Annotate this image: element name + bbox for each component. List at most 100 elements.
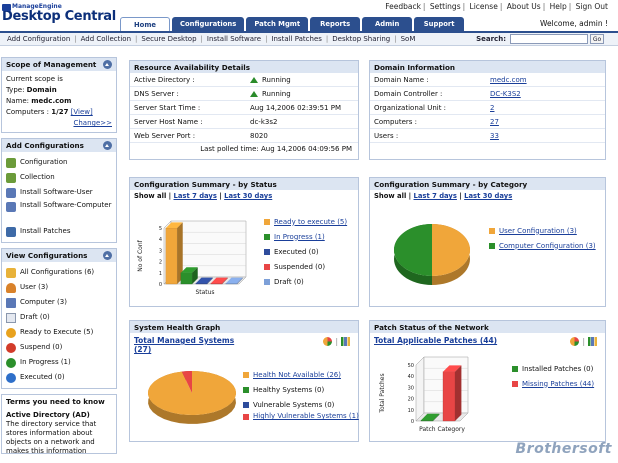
add-config-item-collection[interactable]: Collection [6, 170, 112, 185]
add-config-item-install-software-computer[interactable]: Install Software-Computer [6, 200, 112, 224]
ou-count-link[interactable]: 2 [490, 103, 495, 112]
total-applicable-patches-link[interactable]: Total Applicable Patches (44) [374, 336, 498, 345]
quick-link-desktop-sharing[interactable]: Desktop Sharing [332, 35, 391, 43]
tab-patch-mgmt[interactable]: Patch Mgmt [246, 17, 309, 31]
view-config-executed[interactable]: Executed (0) [6, 370, 112, 385]
view-config-in-progress[interactable]: In Progress (1) [6, 355, 112, 370]
period-filter: Show all | Last 7 days | Last 30 days [374, 192, 513, 200]
top-link-about[interactable]: About Us [506, 2, 541, 11]
tab-configurations[interactable]: Configurations [172, 17, 245, 31]
domain-name-link[interactable]: medc.com [490, 75, 527, 84]
legend-executed: Executed (0) [274, 247, 319, 256]
last-7-days-link[interactable]: Last 7 days [173, 192, 217, 200]
view-config-computer[interactable]: Computer (3) [6, 295, 112, 310]
collapse-icon[interactable] [103, 60, 112, 69]
quick-link-add-configuration[interactable]: Add Configuration [7, 35, 71, 43]
tab-home[interactable]: Home [120, 17, 170, 31]
status-bar-chart: 0 1 2 3 4 5 Status No of Conf [137, 220, 247, 296]
legend-missing-patches[interactable]: Missing Patches (44) [522, 379, 595, 388]
top-link-feedback[interactable]: Feedback [385, 2, 421, 11]
pie-chart-icon[interactable] [323, 337, 333, 346]
bar-chart-icon[interactable] [341, 337, 350, 346]
domain-key: Domain Controller : [374, 89, 443, 98]
term-definition: The directory service that stores inform… [6, 420, 97, 454]
bar-side-5 [237, 277, 243, 284]
last-7-days-link[interactable]: Last 7 days [413, 192, 457, 200]
legend-user-configuration[interactable]: User Configuration (3) [499, 226, 577, 235]
top-link-license[interactable]: License [469, 2, 498, 11]
search-input[interactable] [510, 34, 588, 44]
quick-link-som[interactable]: SoM [400, 35, 416, 43]
sidebar-item-label: Configuration [20, 158, 68, 166]
draft-icon [6, 312, 16, 323]
view-config-draft[interactable]: Draft (0) [6, 310, 112, 325]
product-logo[interactable]: ManageEngine Desktop Central [2, 3, 116, 24]
computers-count-link[interactable]: 27 [490, 117, 499, 126]
search-label: Search: [476, 35, 506, 43]
view-config-all[interactable]: All Configurations (6) [6, 265, 112, 280]
scope-computers-label: Computers : [6, 108, 50, 116]
legend-ready[interactable]: Ready to execute (5) [274, 217, 348, 226]
view-config-suspend[interactable]: Suspend (0) [6, 340, 112, 355]
view-config-user[interactable]: User (3) [6, 280, 112, 295]
sidebar-item-label: Draft (0) [20, 313, 50, 321]
bar-chart-icon[interactable] [588, 337, 597, 346]
legend-healthy: Healthy Systems (0) [253, 385, 325, 394]
last-30-days-link[interactable]: Last 30 days [464, 192, 513, 200]
scope-title: Scope of Management [6, 60, 97, 69]
resource-title: Resource Availability Details [130, 61, 358, 73]
search-area: Search: Go [476, 34, 604, 44]
computer-icon [6, 297, 16, 308]
y-axis-label: Total Patches [379, 373, 386, 413]
quick-link-secure-desktop[interactable]: Secure Desktop [141, 35, 197, 43]
y-tick-label: 20 [408, 397, 414, 403]
add-config-item-install-patches[interactable]: Install Patches [6, 224, 112, 239]
quick-link-install-patches[interactable]: Install Patches [271, 35, 322, 43]
legend-swatch [264, 233, 270, 240]
legend-in-progress[interactable]: In Progress (1) [274, 232, 325, 241]
quick-link-install-software[interactable]: Install Software [206, 35, 262, 43]
legend-health-not-available[interactable]: Health Not Available (26) [253, 370, 341, 379]
y-tick-label: 50 [408, 363, 414, 369]
bar-top-1 [165, 222, 183, 228]
search-go-button[interactable]: Go [590, 34, 604, 44]
pie-chart-icon[interactable] [570, 337, 580, 346]
domain-controller-link[interactable]: DC-K3S2 [490, 89, 521, 98]
legend-swatch [489, 227, 495, 234]
tab-support[interactable]: Support [414, 17, 465, 31]
collapse-icon[interactable] [103, 251, 112, 260]
scope-view-link[interactable]: [View] [70, 108, 93, 116]
y-tick-label: 3 [159, 248, 162, 254]
legend-highly-vulnerable[interactable]: Highly Vulnerable Systems (1) [253, 412, 359, 420]
quick-link-add-collection[interactable]: Add Collection [80, 35, 132, 43]
scope-change-link[interactable]: Change>> [73, 119, 112, 127]
pie-slice-2 [394, 224, 432, 276]
bar-1 [165, 227, 178, 285]
tab-admin[interactable]: Admin [362, 17, 413, 31]
top-link-signout[interactable]: Sign Out [575, 2, 608, 11]
add-configurations-box: Add Configurations Configuration Collect… [1, 138, 117, 243]
domain-key: Users : [374, 131, 399, 140]
top-link-settings[interactable]: Settings [429, 2, 461, 11]
tab-reports[interactable]: Reports [310, 17, 361, 31]
term-name: Active Directory (AD) [6, 411, 90, 419]
top-link-help[interactable]: Help [549, 2, 567, 11]
resource-value: Running [262, 89, 291, 98]
collapse-icon[interactable] [103, 141, 112, 150]
bar-side-2 [455, 365, 462, 421]
legend-draft: Draft (0) [274, 277, 304, 286]
scope-computers-value: 1/27 [51, 108, 69, 116]
last-30-days-link[interactable]: Last 30 days [224, 192, 273, 200]
add-config-item-configuration[interactable]: Configuration [6, 155, 112, 170]
total-managed-systems-link[interactable]: Total Managed Systems (27) [134, 336, 235, 354]
bar-3 [195, 283, 208, 285]
patch-status-title: Patch Status of the Network [370, 321, 605, 333]
all-configurations-icon [6, 267, 16, 278]
sidebar-item-label: All Configurations (6) [20, 268, 95, 276]
view-config-ready[interactable]: Ready to Execute (5) [6, 325, 112, 340]
users-count-link[interactable]: 33 [490, 131, 499, 140]
bar-top-1 [421, 413, 440, 421]
legend-computer-configuration[interactable]: Computer Configuration (3) [499, 241, 596, 250]
resource-value: dc-k3s2 [250, 117, 278, 126]
add-config-item-install-software-user[interactable]: Install Software-User [6, 185, 112, 200]
